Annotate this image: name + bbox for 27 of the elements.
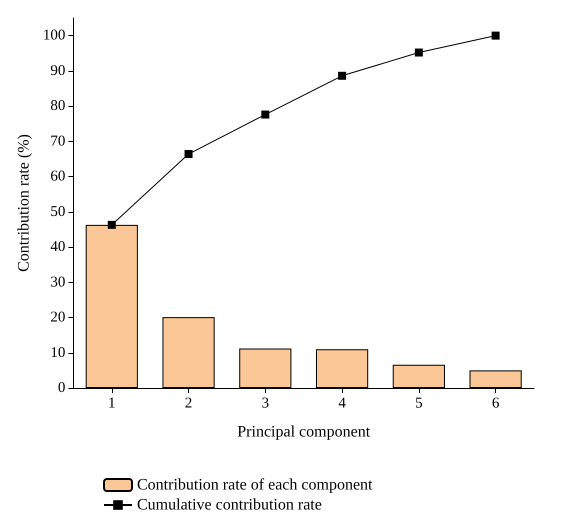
- x-tick-label: 4: [338, 396, 346, 412]
- y-tick-label: 40: [50, 239, 66, 256]
- x-tick-label: 3: [262, 396, 270, 412]
- y-tick-label: 20: [50, 310, 66, 326]
- y-tick-label: 0: [58, 380, 66, 396]
- y-tick-label: 30: [50, 274, 66, 290]
- point: [492, 32, 500, 40]
- y-tick-label: 90: [50, 62, 66, 79]
- y-tick-label: 80: [50, 98, 66, 114]
- legend-label: Contribution rate of each component: [137, 476, 374, 494]
- x-tick-label: 5: [415, 396, 423, 412]
- y-tick-label: 50: [50, 204, 66, 220]
- x-tick-label: 1: [108, 396, 116, 412]
- point: [184, 150, 193, 158]
- x-tick-label: 2: [184, 396, 192, 412]
- y-tick-label: 60: [50, 168, 66, 185]
- x-tick-label: 6: [492, 396, 500, 412]
- y-tick-label: 70: [50, 133, 66, 150]
- legend-label: Cumulative contribution rate: [137, 496, 322, 514]
- y-tick-label: 100: [42, 28, 66, 44]
- point: [261, 110, 270, 119]
- x-axis-title: Principal component: [237, 424, 371, 440]
- point: [414, 48, 423, 57]
- y-axis-title: Contribution rate (%): [16, 134, 32, 272]
- point: [108, 220, 116, 229]
- point: [338, 72, 346, 80]
- y-tick-label: 10: [50, 344, 66, 361]
